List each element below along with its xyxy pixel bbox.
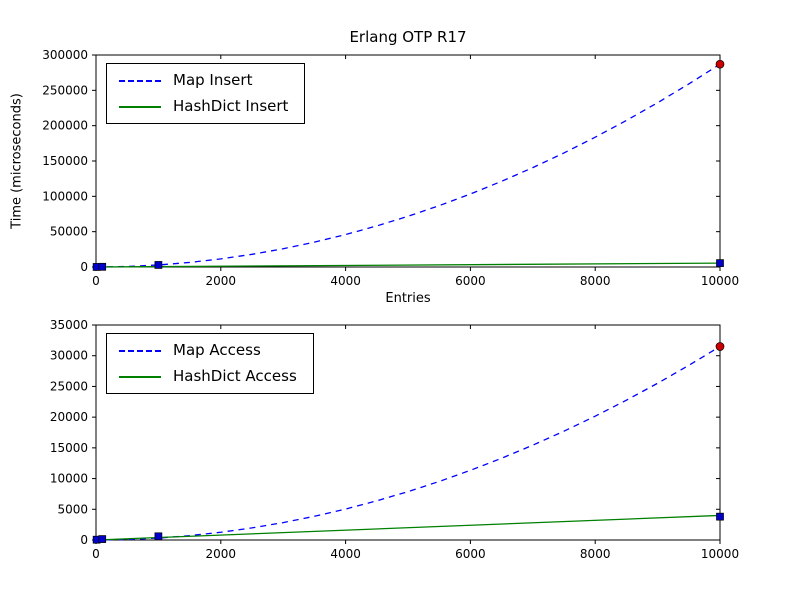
svg-text:0: 0 — [92, 547, 100, 561]
svg-text:4000: 4000 — [330, 274, 361, 288]
svg-text:300000: 300000 — [42, 48, 88, 62]
svg-text:8000: 8000 — [580, 274, 611, 288]
legend-label: HashDict Insert — [173, 97, 289, 115]
legend-label: Map Insert — [173, 71, 253, 89]
svg-text:100000: 100000 — [42, 189, 88, 203]
svg-text:10000: 10000 — [50, 472, 88, 486]
map-access-line-sample — [119, 349, 161, 352]
x-axis-label: Entries — [385, 291, 431, 306]
svg-text:0: 0 — [80, 533, 88, 547]
svg-text:8000: 8000 — [580, 547, 611, 561]
hashdict-insert-line-sample — [119, 105, 161, 108]
svg-text:10000: 10000 — [701, 547, 739, 561]
legend-bottom: Map Access HashDict Access — [106, 333, 314, 394]
svg-text:250000: 250000 — [42, 83, 88, 97]
svg-text:4000: 4000 — [330, 547, 361, 561]
svg-text:200000: 200000 — [42, 119, 88, 133]
legend-label: HashDict Access — [173, 367, 297, 385]
legend-label: Map Access — [173, 341, 261, 359]
svg-text:20000: 20000 — [50, 410, 88, 424]
hashdict-access-line-sample — [119, 375, 161, 378]
svg-text:35000: 35000 — [50, 318, 88, 332]
legend-item: Map Access — [119, 343, 297, 358]
svg-text:5000: 5000 — [57, 502, 88, 516]
legend-item: HashDict Access — [119, 369, 297, 384]
svg-text:50000: 50000 — [50, 225, 88, 239]
svg-text:2000: 2000 — [206, 274, 237, 288]
legend-item: HashDict Insert — [119, 99, 288, 114]
svg-text:10000: 10000 — [701, 274, 739, 288]
svg-text:6000: 6000 — [455, 274, 486, 288]
map-insert-line-sample — [119, 79, 161, 82]
svg-text:2000: 2000 — [206, 547, 237, 561]
svg-text:15000: 15000 — [50, 441, 88, 455]
legend-item: Map Insert — [119, 73, 288, 88]
chart-title: Erlang OTP R17 — [349, 28, 467, 46]
svg-text:0: 0 — [80, 260, 88, 274]
legend-top: Map Insert HashDict Insert — [106, 63, 306, 124]
y-axis-label: Time (microseconds) — [9, 93, 25, 229]
svg-text:150000: 150000 — [42, 154, 88, 168]
svg-text:0: 0 — [92, 274, 100, 288]
svg-text:6000: 6000 — [455, 547, 486, 561]
svg-text:30000: 30000 — [50, 349, 88, 363]
svg-text:25000: 25000 — [50, 379, 88, 393]
